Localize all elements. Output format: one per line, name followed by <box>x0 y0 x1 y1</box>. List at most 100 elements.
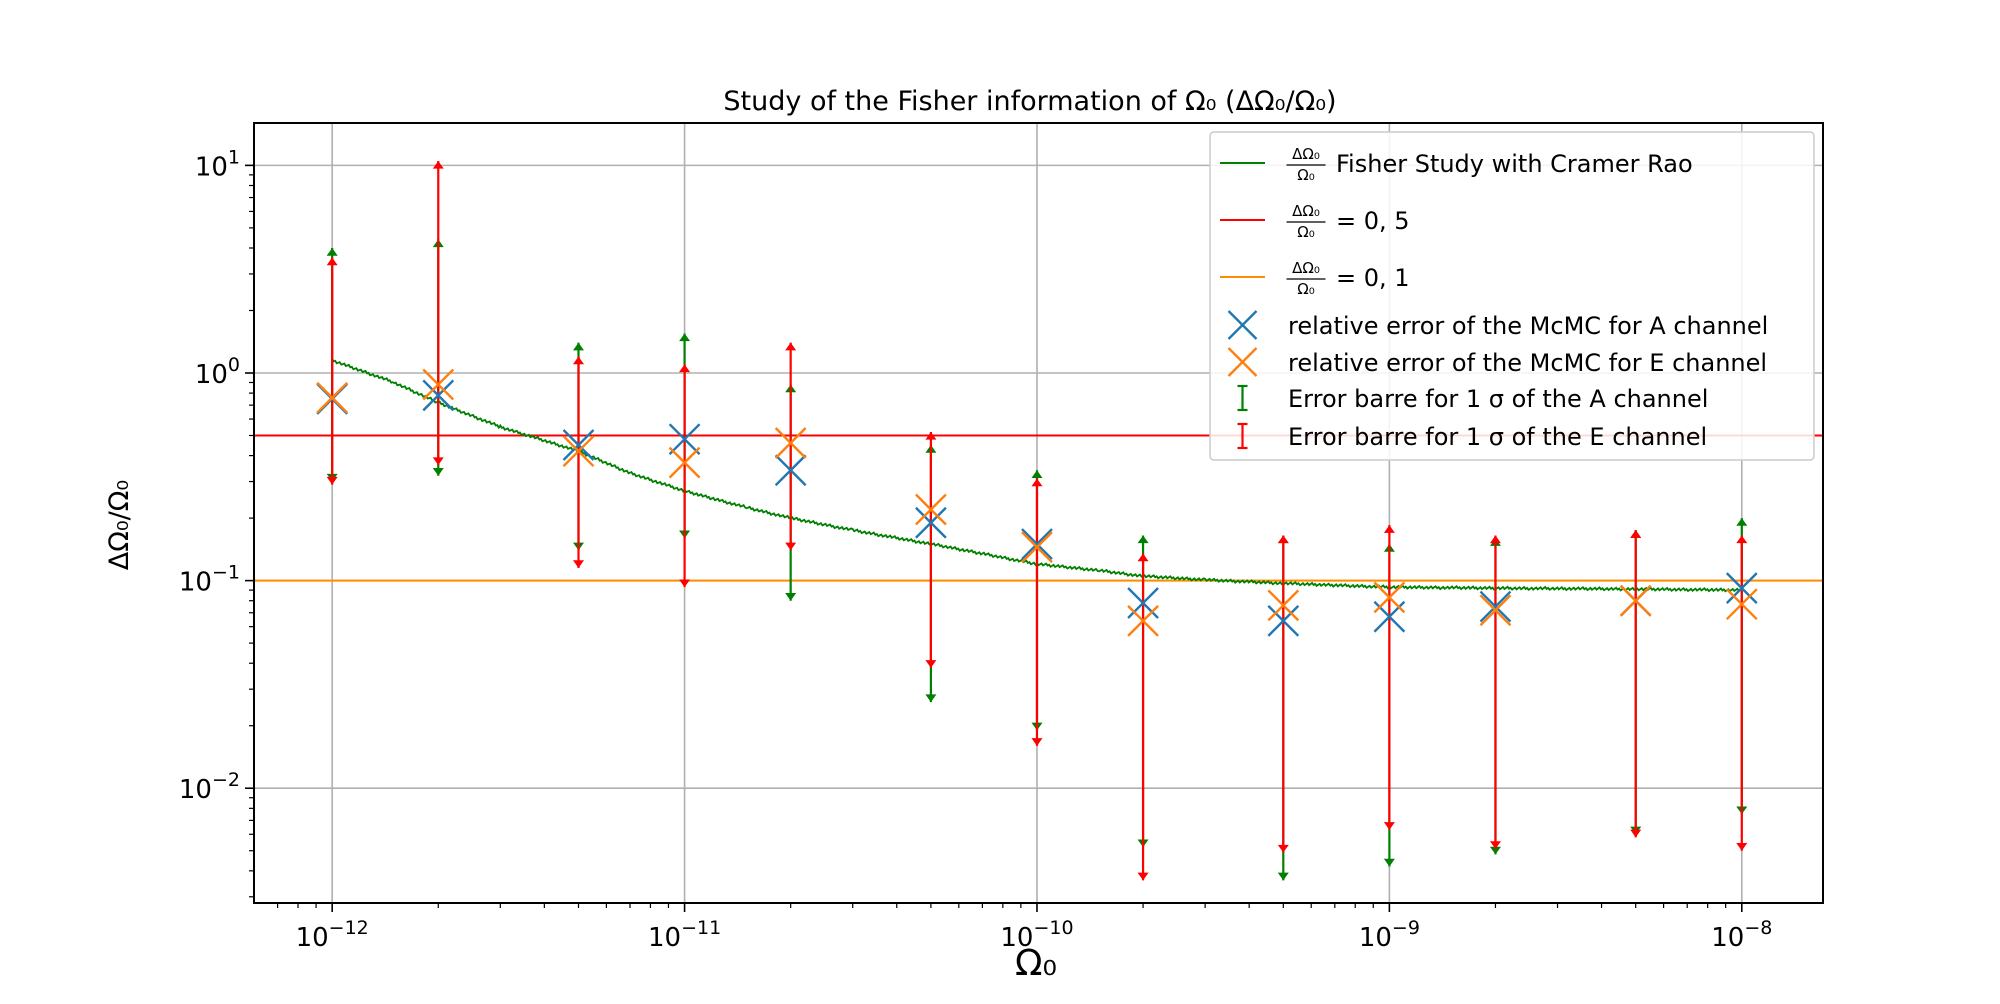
legend-label: Error barre for 1 σ of the E channel <box>1288 423 1707 451</box>
error-bar-upper-cap <box>1736 535 1748 544</box>
x-tick-label: 10−11 <box>648 917 721 953</box>
legend-label: relative error of the McMC for A channel <box>1288 312 1768 340</box>
y-axis-ticks: 101 100 10−1 10−2 <box>179 146 254 898</box>
plot-area: 10−12 10−11 10−10 10−9 10−8 101 100 10−1 10−2 <box>179 122 1824 953</box>
marker-stroke <box>1479 590 1512 623</box>
data-point-x-marker <box>668 446 701 479</box>
x-axis-ticks: 10−12 10−11 10−10 10−9 10−8 <box>276 903 1772 953</box>
error-bars-e-channel <box>326 160 1748 881</box>
marker-stroke <box>422 368 455 401</box>
data-point-x-marker <box>1021 531 1053 563</box>
legend-item: ΔΩ₀ Ω₀ Fisher Study with Cramer Rao <box>1220 145 1693 184</box>
data-point-x-marker <box>1725 572 1758 604</box>
marker-stroke <box>1267 589 1300 622</box>
data-point-x-marker <box>1479 594 1512 627</box>
marker-stroke <box>316 381 349 414</box>
data-point-x-marker <box>1267 604 1300 637</box>
error-bar-upper-cap <box>1489 535 1501 544</box>
error-bar-upper-cap <box>1383 525 1395 533</box>
data-point-x-marker <box>1479 590 1512 623</box>
marker-stroke <box>915 493 947 526</box>
legend-item: Error barre for 1 σ of the A channel <box>1237 384 1708 413</box>
legend-fraction: ΔΩ₀ Ω₀ <box>1286 202 1326 241</box>
marker-stroke <box>1267 604 1300 637</box>
legend-label: = 0, 1 <box>1336 264 1410 292</box>
data-point-x-marker <box>915 493 947 526</box>
marker-stroke <box>1373 581 1406 614</box>
data-point-x-marker <box>774 427 807 459</box>
error-bar-upper-cap <box>1137 553 1149 562</box>
marker-stroke <box>562 429 595 461</box>
error-bar-lower-cap <box>1383 822 1395 830</box>
marker-stroke <box>562 435 595 468</box>
marker-stroke <box>1127 587 1159 619</box>
legend-fraction-numerator: ΔΩ₀ <box>1292 259 1320 277</box>
legend-item: ΔΩ₀ Ω₀ = 0, 5 <box>1220 202 1410 241</box>
error-bar-upper-cap <box>1630 530 1642 538</box>
error-bar-upper-cap <box>326 257 338 266</box>
x-tick-label: 10−8 <box>1711 917 1772 953</box>
y-axis-label: ΔΩ₀/Ω₀ <box>104 480 135 570</box>
legend-label: Error barre for 1 σ of the A channel <box>1288 385 1708 413</box>
error-bar-lower-cap <box>432 457 444 466</box>
x-tick-label: 10−10 <box>1000 917 1073 953</box>
error-bar-lower-cap <box>1031 738 1043 746</box>
marker-stroke <box>1725 572 1758 604</box>
marker-stroke <box>1619 584 1652 617</box>
data-point-x-marker <box>668 423 701 456</box>
data-point-x-marker <box>1021 528 1053 560</box>
error-bar-lower-cap <box>1489 841 1501 849</box>
legend-label: relative error of the McMC for E channel <box>1288 349 1767 377</box>
error-bar-upper-cap <box>1031 478 1043 487</box>
legend-fraction-numerator: ΔΩ₀ <box>1292 145 1320 163</box>
error-bar-lower-cap <box>785 542 797 551</box>
error-bar-upper-cap <box>326 247 338 256</box>
chart-title: Study of the Fisher information of Ω₀ (Δ… <box>723 86 1336 117</box>
error-bar-upper-cap <box>1277 535 1289 544</box>
error-bar-upper-cap <box>785 342 797 351</box>
error-bar-upper-cap <box>1736 518 1748 526</box>
y-tick-label: 10−2 <box>179 769 240 805</box>
data-point-x-marker <box>422 368 455 401</box>
marker-stroke <box>1021 531 1053 563</box>
data-point-x-marker <box>562 435 595 468</box>
marker-stroke <box>668 446 701 479</box>
series-e-channel <box>316 368 1758 637</box>
legend-fraction: ΔΩ₀ Ω₀ <box>1286 145 1326 184</box>
legend-box <box>1209 131 1815 461</box>
legend-item: ΔΩ₀ Ω₀ = 0, 1 <box>1220 259 1410 298</box>
data-point-x-marker <box>1127 604 1159 637</box>
x-axis-label: Ω₀ <box>1015 943 1057 984</box>
marker-stroke <box>422 379 455 412</box>
legend-fraction-denominator: Ω₀ <box>1297 223 1314 241</box>
marker-stroke <box>1127 604 1159 637</box>
error-bar-upper-cap <box>572 342 584 351</box>
legend-fraction: ΔΩ₀ Ω₀ <box>1286 259 1326 298</box>
legend-item: Error barre for 1 σ of the E channel <box>1237 422 1707 451</box>
legend-fraction-denominator: Ω₀ <box>1297 280 1314 298</box>
error-bar-lower-cap <box>1137 872 1149 881</box>
axes-frame <box>253 122 1824 904</box>
legend: ΔΩ₀ Ω₀ Fisher Study with Cramer Rao ΔΩ₀ Ω₀ = … <box>1209 131 1815 461</box>
legend-item: relative error of the McMC for E channel <box>1227 347 1767 377</box>
error-bar-lower-cap <box>925 694 937 703</box>
marker-stroke <box>774 427 807 459</box>
y-tick-label: 101 <box>195 146 240 182</box>
data-point-x-marker <box>422 379 455 412</box>
marker-stroke <box>774 454 807 487</box>
error-bar-lower-cap <box>1736 843 1748 851</box>
legend-fraction-numerator: ΔΩ₀ <box>1292 202 1320 220</box>
legend-marker-swatch <box>1227 310 1258 340</box>
legend-fraction-denominator: Ω₀ <box>1297 166 1314 184</box>
error-bar-upper-cap <box>925 431 937 440</box>
marker-stroke <box>1479 594 1512 627</box>
error-bar-lower-cap <box>679 579 691 588</box>
error-bar-lower-cap <box>1277 844 1289 853</box>
x-tick-label: 10−9 <box>1359 917 1420 953</box>
error-bar-lower-cap <box>1277 872 1289 881</box>
error-bar-upper-cap <box>1137 535 1149 544</box>
data-point-x-marker <box>915 506 947 539</box>
error-bar-lower-cap <box>785 593 797 601</box>
data-point-x-marker <box>1373 581 1406 614</box>
x-tick-label: 10−12 <box>296 917 369 953</box>
